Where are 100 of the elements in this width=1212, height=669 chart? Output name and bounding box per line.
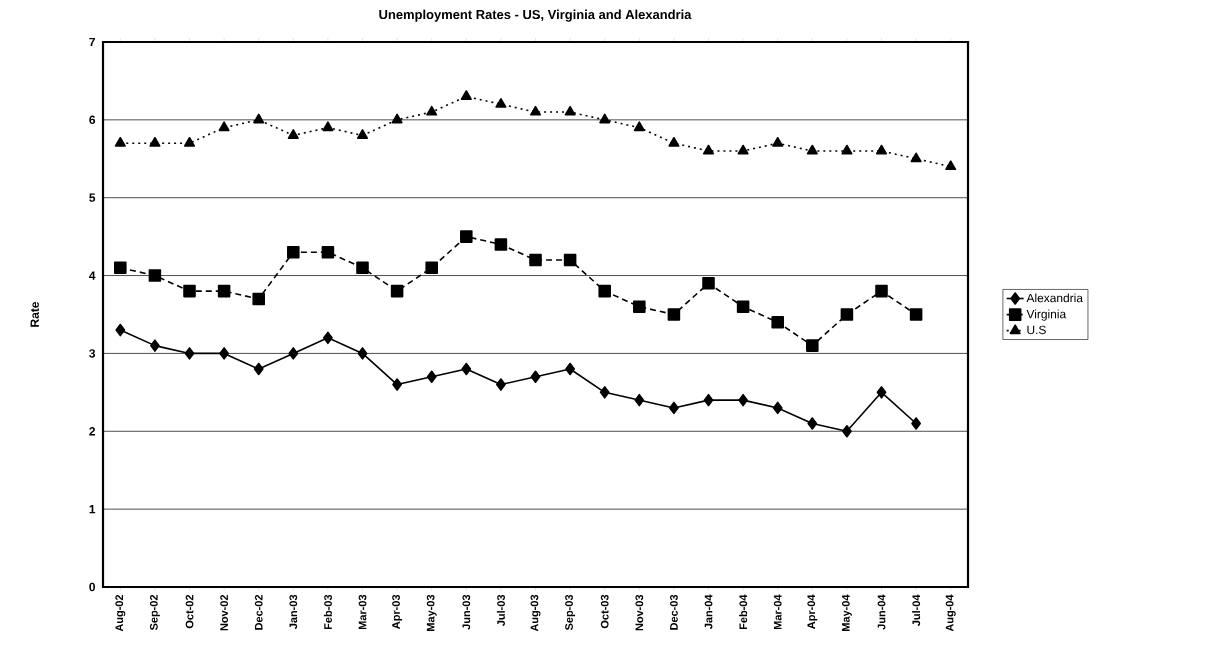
point (702, 277, 715, 290)
point (495, 98, 507, 108)
x-tick-label: May-04 (841, 594, 852, 631)
point (875, 144, 888, 155)
x-tick-label: Jan-04 (704, 594, 713, 630)
legend-label: Virginia (1026, 309, 1067, 321)
y-tick-label: 3 (89, 349, 96, 358)
point (390, 284, 404, 298)
x-tick-label: Jun-04 (877, 594, 886, 630)
point (287, 245, 300, 259)
point (669, 401, 679, 415)
x-tick-label: Nov-03 (635, 594, 644, 631)
point (252, 292, 265, 306)
legend-label: Alexandria (1026, 293, 1083, 303)
point (114, 261, 127, 275)
point (771, 315, 784, 329)
point (634, 393, 645, 407)
point (565, 362, 576, 376)
point (183, 136, 196, 147)
point (217, 284, 231, 298)
point (426, 105, 438, 116)
point (703, 393, 714, 407)
point (529, 105, 542, 116)
point (426, 370, 437, 384)
y-tick-label: 0 (89, 582, 96, 592)
point (842, 424, 852, 438)
x-tick-label: Apr-03 (392, 594, 403, 629)
y-tick-label: 5 (89, 193, 96, 202)
x-tick-label: Apr-04 (807, 594, 818, 629)
point (633, 121, 645, 132)
point (288, 347, 299, 360)
point (253, 113, 265, 124)
point (738, 393, 749, 407)
x-tick-label: Mar-03 (358, 594, 367, 630)
point (460, 90, 472, 101)
x-tick-label: Nov-02 (220, 594, 228, 631)
point (841, 144, 853, 155)
point (911, 417, 922, 430)
point (425, 261, 438, 275)
point (668, 136, 680, 147)
x-tick-label: Dec-02 (254, 594, 263, 630)
y-tick-label: 4 (89, 271, 96, 280)
point (876, 386, 887, 399)
point (357, 347, 368, 360)
x-tick-label: Jun-03 (462, 594, 471, 630)
point (392, 378, 403, 391)
point (875, 284, 888, 298)
point (460, 230, 473, 243)
point (909, 308, 923, 321)
point (287, 129, 299, 139)
point (667, 308, 681, 321)
point (149, 136, 161, 147)
point (702, 144, 715, 155)
x-tick-label: Sep-03 (565, 594, 576, 631)
point (356, 261, 369, 275)
point (806, 144, 818, 155)
point (461, 362, 472, 376)
point (598, 284, 611, 298)
point (737, 144, 749, 155)
point (840, 308, 854, 321)
x-tick-label: Aug-04 (945, 594, 956, 632)
x-tick-label: Jan-03 (289, 594, 298, 630)
y-tick-label: 2 (89, 427, 96, 436)
point (148, 269, 162, 282)
legend-label: U.S (1027, 325, 1046, 335)
point (322, 121, 334, 132)
point (772, 401, 783, 415)
point (218, 121, 230, 132)
point (321, 245, 335, 259)
point (114, 136, 126, 147)
point (599, 113, 611, 124)
point (806, 339, 819, 352)
point (807, 417, 818, 430)
point (494, 238, 508, 251)
point (391, 113, 403, 124)
point (910, 152, 922, 163)
point (323, 331, 333, 345)
x-tick-label: Jul-04 (912, 594, 921, 626)
point (253, 362, 264, 376)
x-tick-label: Mar-04 (773, 594, 782, 630)
point (219, 347, 230, 360)
x-tick-label: Aug-02 (115, 594, 126, 632)
x-tick-label: May-03 (426, 594, 437, 631)
point (496, 378, 506, 391)
y-tick-label: 1 (89, 505, 96, 514)
y-tick-label: 6 (89, 115, 96, 125)
x-tick-label: Feb-04 (739, 594, 748, 630)
point (183, 284, 196, 298)
x-tick-label: Aug-03 (530, 594, 541, 632)
chart-title: Unemployment Rates - US, Virginia and Alexandria (379, 9, 692, 22)
x-tick-label: Oct-03 (600, 594, 609, 629)
y-axis-title: Rate (30, 301, 39, 327)
x-tick-label: Feb-03 (323, 594, 332, 630)
point (736, 300, 750, 313)
point (115, 323, 126, 337)
point (563, 253, 577, 267)
point (633, 300, 646, 313)
point (564, 105, 576, 116)
x-tick-label: Dec-03 (670, 594, 678, 630)
point (772, 136, 784, 147)
